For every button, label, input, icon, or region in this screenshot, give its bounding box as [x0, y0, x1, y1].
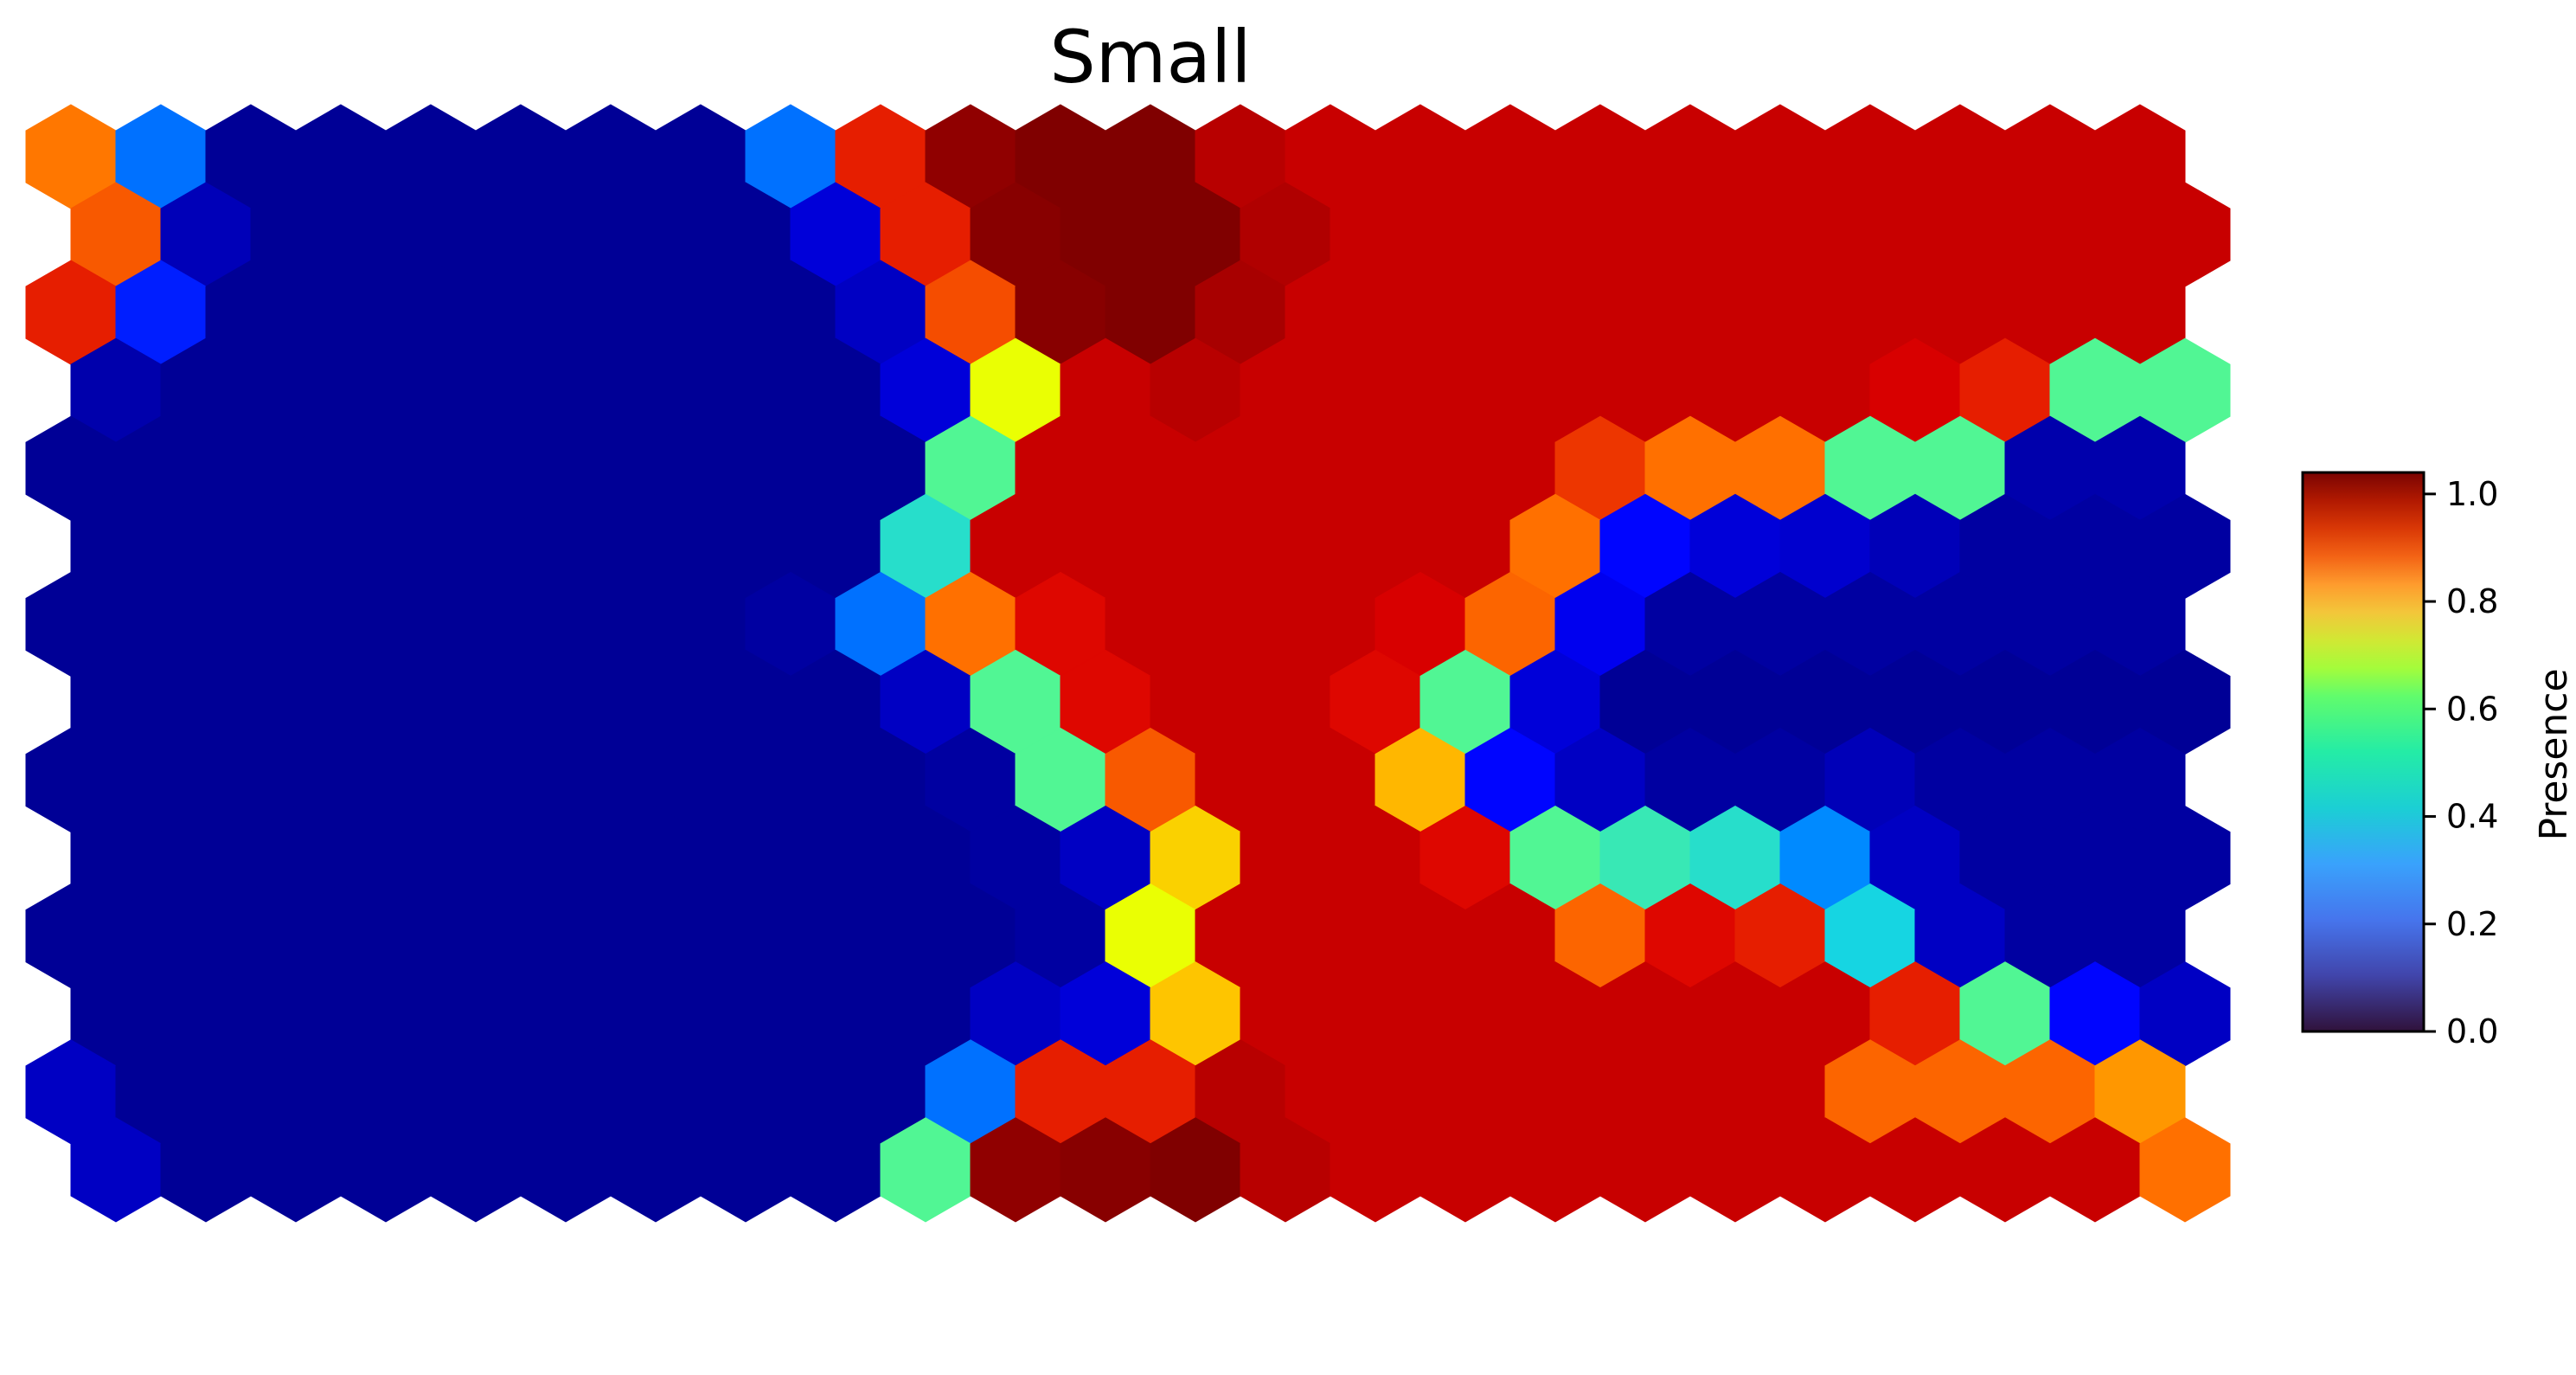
colorbar-tick-label: 0.6	[2446, 690, 2498, 728]
chart-title: Small	[1049, 15, 1251, 100]
colorbar-tick-label: 1.0	[2446, 475, 2498, 513]
colorbar: 0.0 0.2 0.4 0.6 0.8 1.0 Presence	[2301, 471, 2576, 1051]
colorbar-label: Presence	[2532, 668, 2576, 840]
colorbar-tick-label: 0.8	[2446, 582, 2498, 620]
colorbar-tick-label: 0.4	[2446, 798, 2498, 836]
colorbar-tick-label: 0.2	[2446, 905, 2498, 943]
hex-grid	[25, 104, 2231, 1223]
colorbar-ticks: 0.0 0.2 0.4 0.6 0.8 1.0	[2424, 475, 2498, 1051]
colorbar-gradient	[2301, 471, 2425, 1033]
colorbar-tick-label: 0.0	[2446, 1012, 2498, 1051]
hex-cell	[2139, 1117, 2231, 1223]
